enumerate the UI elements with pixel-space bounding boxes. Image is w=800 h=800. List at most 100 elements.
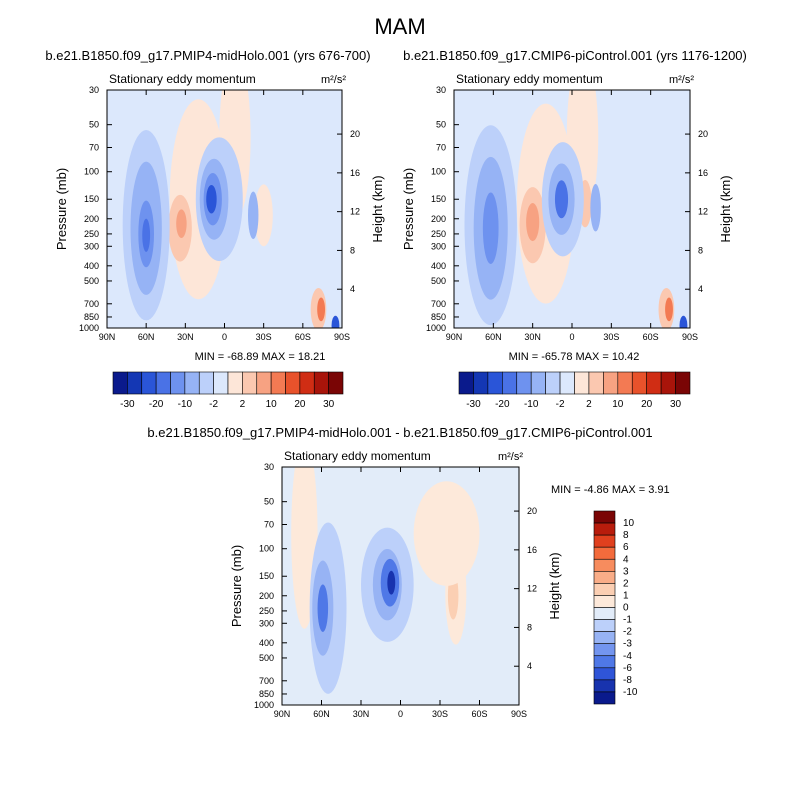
negative-cell-sh <box>590 183 601 232</box>
colorbar-box <box>198 371 214 395</box>
colorbar-box <box>593 619 616 632</box>
colorbar-box <box>530 371 546 395</box>
positive-sh <box>254 184 273 247</box>
colorbar-box <box>593 546 616 560</box>
y-tick-label: 50 <box>89 120 99 130</box>
panel2-field <box>454 90 690 328</box>
colorbar-label: 20 <box>641 399 653 410</box>
colorbar-box <box>593 667 616 681</box>
colorbar-box <box>155 371 171 395</box>
panel2-colorbar: -30 -20 -10 -2 2 10 20 30 <box>458 371 691 410</box>
colorbar-label: 2 <box>623 578 629 589</box>
colorbar-box <box>516 371 532 395</box>
height-tick-label: 12 <box>698 207 708 217</box>
x-tick-label: 60S <box>643 332 659 342</box>
colorbar-label: -2 <box>556 399 565 410</box>
colorbar-label: 10 <box>623 518 635 529</box>
y-tick-label: 300 <box>84 241 99 251</box>
colorbar-box <box>603 371 619 395</box>
y-axis-label-right: Height (km) <box>547 552 562 619</box>
x-tick-label: 90S <box>511 709 527 719</box>
x-tick-label: 90S <box>334 332 350 342</box>
x-tick-label: 60N <box>485 332 502 342</box>
height-tick-label: 4 <box>698 284 703 294</box>
colorbar-box <box>593 607 616 620</box>
colorbar-box <box>660 371 676 395</box>
height-tick-label: 8 <box>698 245 703 255</box>
min-max-label: MIN = -68.89 MAX = 18.21 <box>195 351 326 363</box>
panel1-colorbar: -30 -20 -10 -2 2 10 20 30 <box>112 371 344 410</box>
x-tick-label: 30S <box>432 709 448 719</box>
colorbar-label: 10 <box>612 399 624 410</box>
colorbar-box <box>593 655 616 669</box>
y-tick-label: 200 <box>84 214 99 224</box>
panel3-field <box>282 467 519 705</box>
y-tick-label: 1000 <box>254 700 274 710</box>
x-tick-label: 60N <box>313 709 330 719</box>
x-tick-label: 90N <box>446 332 463 342</box>
colorbar-label: -10 <box>178 399 193 410</box>
negative-cell-sh <box>248 191 259 240</box>
colorbar-box <box>242 371 258 395</box>
y-tick-label: 500 <box>431 276 446 286</box>
figure-title: MAM <box>374 14 426 39</box>
colorbar-label: -1 <box>623 615 632 626</box>
y-tick-label: 700 <box>431 299 446 309</box>
min-max-label: MIN = -65.78 MAX = 10.42 <box>509 351 640 363</box>
y-tick-label: 70 <box>436 143 446 153</box>
colorbar-box <box>545 371 561 395</box>
colorbar-label: 20 <box>294 399 306 410</box>
colorbar-label: 30 <box>323 399 335 410</box>
colorbar-box <box>170 371 186 395</box>
y-tick-label: 1000 <box>426 323 446 333</box>
colorbar-box <box>593 643 616 657</box>
colorbar-label: 6 <box>623 542 629 553</box>
colorbar-label: -6 <box>623 663 632 674</box>
colorbar-label: 0 <box>623 603 629 614</box>
x-tick-label: 90S <box>682 332 698 342</box>
x-tick-label: 30N <box>177 332 194 342</box>
negative-surface <box>331 315 340 328</box>
height-tick-label: 16 <box>698 168 708 178</box>
height-tick-label: 12 <box>527 584 537 594</box>
colorbar-label: -4 <box>623 651 632 662</box>
height-tick-label: 12 <box>350 207 360 217</box>
x-tick-label: 60S <box>295 332 311 342</box>
height-tick-label: 4 <box>350 284 355 294</box>
colorbar-label: -3 <box>623 639 632 650</box>
colorbar-label: 8 <box>623 530 629 541</box>
colorbar-box <box>593 571 616 584</box>
units-label: m²/s² <box>498 451 523 463</box>
y-tick-label: 250 <box>84 229 99 239</box>
colorbar-box <box>593 679 616 693</box>
colorbar-box <box>574 371 590 395</box>
colorbar-label: -30 <box>120 399 135 410</box>
colorbar-label: -20 <box>495 399 510 410</box>
y-tick-label: 100 <box>431 167 446 177</box>
y-axis-label-right: Height (km) <box>718 175 733 242</box>
y-tick-label: 100 <box>84 167 99 177</box>
height-tick-label: 20 <box>350 129 360 139</box>
y-tick-label: 70 <box>89 143 99 153</box>
height-tick-label: 4 <box>527 661 532 671</box>
colorbar-box <box>127 371 143 395</box>
x-tick-label: 60S <box>471 709 487 719</box>
y-tick-label: 400 <box>431 261 446 271</box>
colorbar-box <box>473 371 489 395</box>
y-tick-label: 50 <box>264 497 274 507</box>
y-tick-label: 250 <box>431 229 446 239</box>
positive-surface-peak <box>665 297 673 322</box>
colorbar-label: -10 <box>623 687 638 698</box>
colorbar-box <box>646 371 662 395</box>
colorbar-label: 2 <box>586 399 592 410</box>
y-tick-label: 700 <box>84 299 99 309</box>
colorbar-box <box>593 631 616 644</box>
colorbar-box <box>227 371 243 395</box>
colorbar-box <box>487 371 503 395</box>
y-tick-label: 70 <box>264 520 274 530</box>
colorbar-box <box>593 691 616 705</box>
negative-surface <box>679 315 688 328</box>
height-tick-label: 16 <box>527 545 537 555</box>
